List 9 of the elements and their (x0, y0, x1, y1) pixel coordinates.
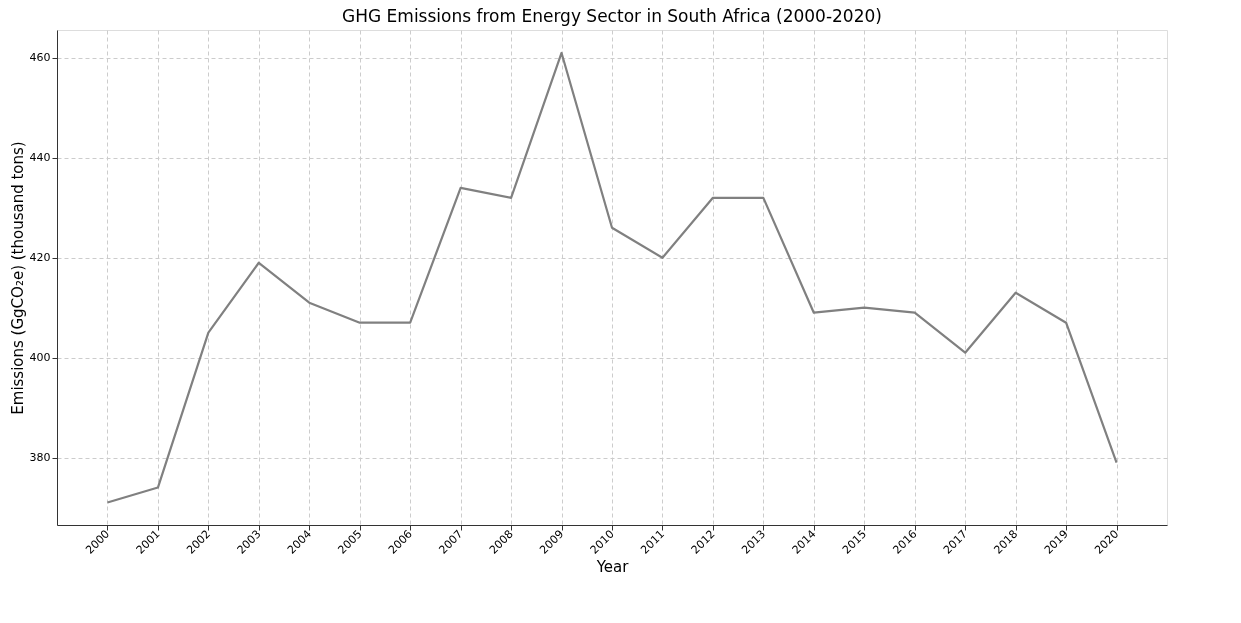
chart-title: GHG Emissions from Energy Sector in South Africa (2000-2020) (342, 6, 882, 26)
x-axis-title: Year (595, 557, 630, 576)
y-tick-label: 420 (29, 251, 51, 265)
y-tick-label: 380 (29, 451, 51, 465)
y-axis-title: Emissions (GgCO₂e) (thousand tons) (8, 141, 27, 415)
y-tick-label: 440 (29, 151, 51, 165)
y-tick-label: 400 (29, 351, 51, 365)
y-tick-label: 460 (29, 51, 51, 65)
line-series (106, 51, 1118, 504)
